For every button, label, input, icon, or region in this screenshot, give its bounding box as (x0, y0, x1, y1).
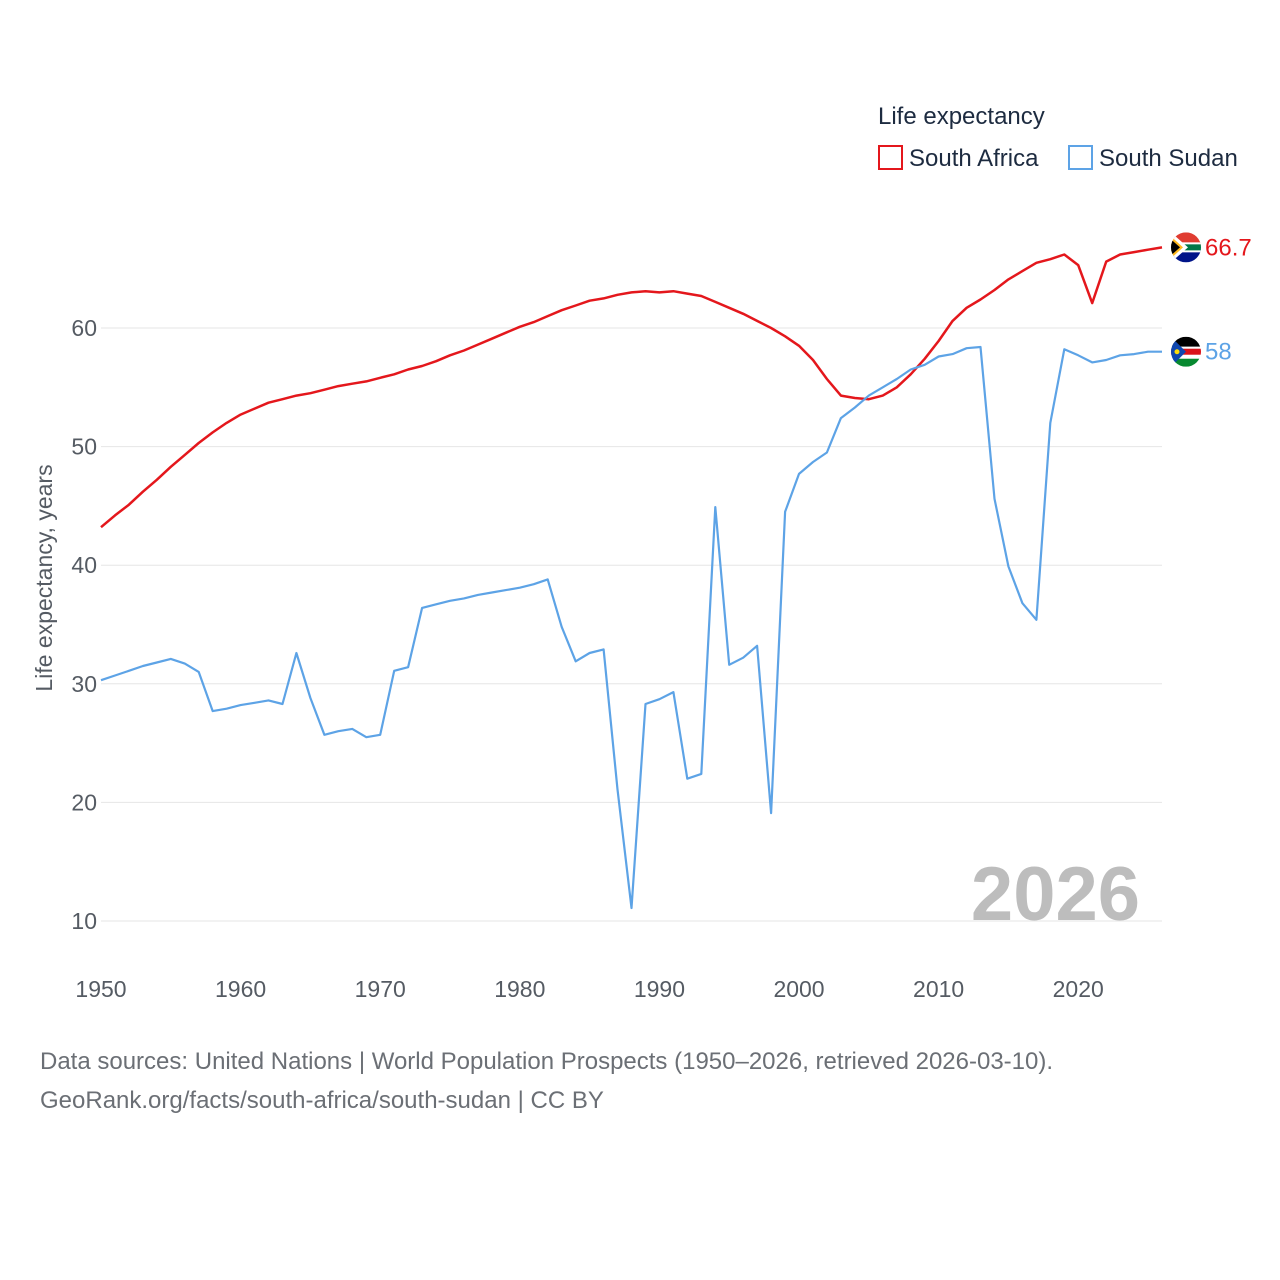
series-line-south-sudan (100, 345, 1162, 910)
series-line-south-africa (100, 246, 1163, 529)
y-axis-title: Life expectancy, years (31, 464, 57, 691)
legend-label-south-sudan: South Sudan (1099, 145, 1238, 172)
data-sources-text: Data sources: United Nations | World Pop… (40, 1048, 1054, 1075)
legend-item-south-africa[interactable]: South Africa (878, 145, 1039, 172)
source-footer: Data sources: United Nations | World Pop… (40, 1042, 1053, 1120)
credit-text[interactable]: GeoRank.org/facts/south-africa/south-sud… (40, 1087, 604, 1114)
end-value-label-south-sudan: 58 (1205, 339, 1232, 366)
south-sudan-flag-icon (1171, 336, 1201, 367)
legend-item-south-sudan[interactable]: South Sudan (1068, 145, 1238, 172)
x-axis-ticks: 1950 1960 1970 1980 1990 2000 2010 2020 (75, 976, 1103, 1002)
x-tick-label: 2000 (773, 976, 824, 1002)
x-tick-label: 1960 (215, 976, 266, 1002)
legend-label-south-africa: South Africa (909, 145, 1039, 172)
legend-title: Life expectancy (878, 103, 1045, 130)
x-tick-label: 1950 (75, 976, 126, 1002)
current-year-overlay: 2026 (971, 852, 1140, 937)
series-lines (100, 246, 1163, 910)
gridlines (101, 327, 1162, 922)
x-tick-label: 2010 (913, 976, 964, 1002)
y-tick-label: 60 (71, 315, 97, 341)
end-value-label-south-africa: 66.7 (1205, 234, 1252, 261)
x-tick-label: 1980 (494, 976, 545, 1002)
y-tick-label: 10 (71, 908, 97, 934)
x-tick-label: 1970 (355, 976, 406, 1002)
y-tick-label: 50 (71, 434, 97, 460)
legend-swatch-south-africa (878, 145, 903, 170)
south-africa-flag-icon (1171, 232, 1201, 263)
line-chart: Life expectancy South Africa South Sudan… (31, 103, 1252, 1002)
y-tick-label: 40 (71, 552, 97, 578)
x-tick-label: 1990 (634, 976, 685, 1002)
legend-swatch-south-sudan (1068, 145, 1093, 170)
x-tick-label: 2020 (1053, 976, 1104, 1002)
y-tick-label: 20 (71, 789, 97, 815)
y-tick-label: 30 (71, 671, 97, 697)
y-axis-ticks: 10 20 30 40 50 60 (71, 315, 97, 934)
